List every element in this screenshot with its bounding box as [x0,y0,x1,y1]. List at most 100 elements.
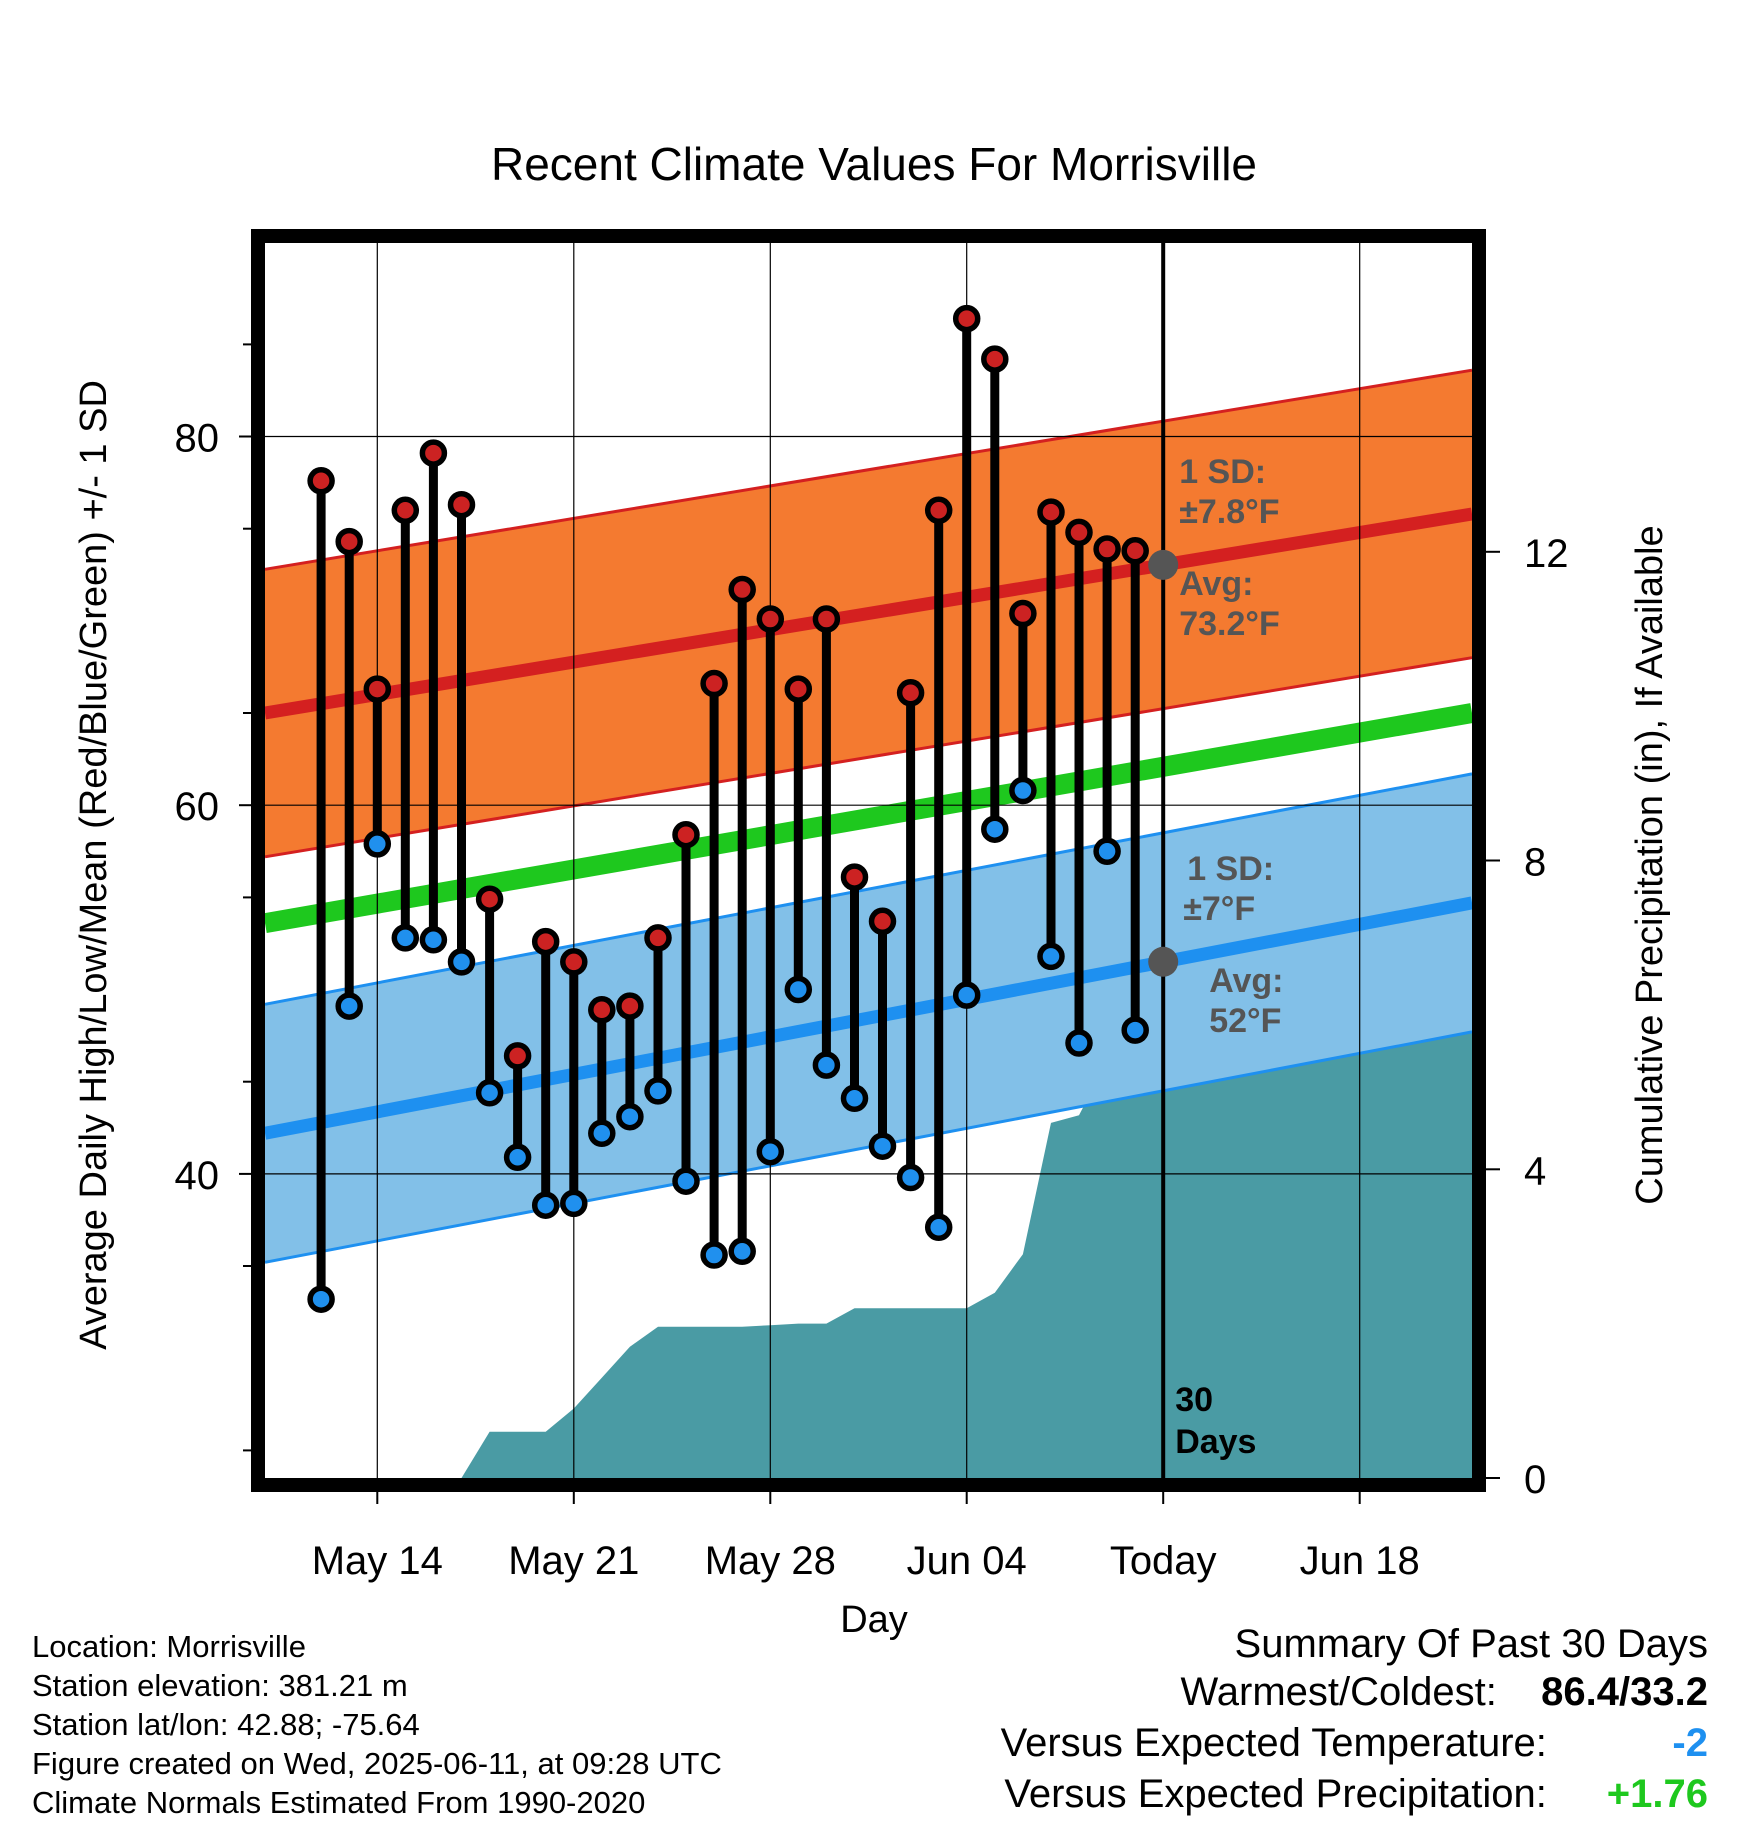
daily-low-marker [1065,1029,1093,1057]
daily-high-marker [896,679,925,707]
daily-low-marker [812,1051,841,1079]
created-text: Figure created on Wed, 2025-06-11, at 09… [32,1746,722,1781]
high-avg-value: 73.2°F [1179,605,1280,643]
daily-high-marker [728,575,756,604]
daily-low-marker [1037,942,1065,971]
daily-high-marker [335,527,363,556]
normal-mean-line [263,703,1474,934]
high-avg-label: Avg: [1179,565,1253,603]
daily-high-marker [868,907,897,936]
elevation-text: Station elevation: 381.21 m [32,1668,408,1703]
warmest-label: Warmest/Coldest: [1180,1670,1497,1714]
y2-tick-label: 0 [1524,1458,1546,1502]
summary-title: Summary Of Past 30 Days [1234,1622,1708,1666]
daily-low-marker [475,1079,504,1107]
daily-low-marker [419,926,448,954]
today-low-normal-marker [1148,946,1179,977]
y2-tick-label: 4 [1524,1149,1546,1193]
daily-low-marker [896,1163,925,1192]
daily-high-marker [475,885,504,913]
daily-low-marker [840,1084,869,1113]
x-tick-label: Jun 18 [1300,1539,1420,1583]
precip-value: +1.76 [1606,1772,1708,1816]
daily-high-marker [503,1042,532,1070]
normal-low-line [263,896,1474,1140]
daily-low-marker [644,1077,672,1105]
daily-high-marker [952,304,981,333]
station-metadata: Location: Morrisville Station elevation:… [32,1627,722,1822]
y-axis-label: Average Daily High/Low/Mean (Red/Blue/Gr… [73,380,115,1350]
daily-low-marker [560,1189,588,1218]
daily-high-marker [560,948,588,976]
x-axis-label: Day [840,1599,908,1641]
daily-low-marker [335,992,363,1020]
daily-high-marker [756,605,785,633]
daily-low-marker [363,830,392,858]
warmest-value: 86.4/33.2 [1541,1670,1708,1714]
daily-low-marker [728,1237,756,1266]
daily-high-marker [1065,518,1093,547]
plot-frame [251,229,1486,1492]
temp-value: -2 [1672,1721,1708,1765]
daily-low-marker [700,1241,728,1269]
x-tick-label: May 28 [705,1539,836,1583]
low-sd-label: 1 SD: [1187,850,1274,888]
daily-low-marker [531,1191,560,1219]
daily-high-marker [307,467,335,495]
y-tick-label: 60 [175,785,220,829]
daily-high-marker [981,345,1009,373]
daily-low-marker [756,1137,785,1166]
daily-high-marker [363,675,392,703]
temp-label: Versus Expected Temperature: [1000,1721,1547,1765]
daily-high-marker [672,820,700,849]
daily-low-marker [924,1213,953,1242]
high-sd-label: 1 SD: [1179,453,1266,491]
latlon-text: Station lat/lon: 42.88; -75.64 [32,1707,420,1742]
summary-temp-row: Versus Expected Temperature: -2 [1001,1718,1708,1769]
chart-title: Recent Climate Values For Morrisville [491,138,1257,190]
precip-label: Versus Expected Precipitation: [1004,1772,1547,1816]
precip-area [405,1033,1472,1478]
daily-high-marker [391,496,420,525]
daily-high-marker [531,927,560,956]
daily-high-marker [924,496,953,525]
y-tick-label: 40 [175,1154,220,1198]
x-tick-label: May 21 [508,1539,639,1583]
daily-low-marker [588,1119,616,1148]
y-tick-label: 80 [175,417,220,461]
high-sd-band-lower-edge [264,656,1473,859]
daily-low-marker [784,975,813,1004]
daily-low-marker [616,1102,644,1131]
x-tick-label: Today [1110,1539,1217,1583]
high-sd-value: ±7.8°F [1179,493,1279,531]
daily-low-marker [868,1132,897,1160]
daily-high-marker [1037,498,1065,526]
daily-low-marker [952,981,981,1009]
daily-low-marker [1009,776,1037,805]
normal-high-line [263,507,1474,720]
daily-high-marker [1009,599,1037,628]
low-avg-value: 52°F [1209,1002,1281,1040]
daily-low-marker [503,1143,532,1172]
daily-low-marker [447,948,476,976]
y2-axis-label: Cumulative Precipitation (in), If Availa… [1629,525,1671,1204]
daily-high-marker [840,863,869,891]
daily-low-marker [981,815,1009,843]
daily-high-marker [419,439,448,467]
today-high-normal-marker [1148,549,1179,580]
summary-panel: Summary Of Past 30 Days Warmest/Coldest:… [1001,1622,1708,1820]
daily-low-marker [672,1167,700,1195]
low-sd-value: ±7°F [1183,890,1255,928]
days-label: Days [1175,1423,1256,1461]
daily-high-marker [447,490,476,519]
summary-warmest-row: Warmest/Coldest: 86.4/33.2 [1001,1667,1709,1718]
low-sd-band-lower-edge [264,1030,1473,1264]
y2-tick-label: 8 [1524,841,1546,885]
normals-text: Climate Normals Estimated From 1990-2020 [32,1785,646,1820]
daily-high-marker [644,924,672,952]
x-tick-label: May 14 [312,1539,443,1583]
daily-high-marker [700,669,728,698]
daily-low-marker [1093,837,1121,866]
